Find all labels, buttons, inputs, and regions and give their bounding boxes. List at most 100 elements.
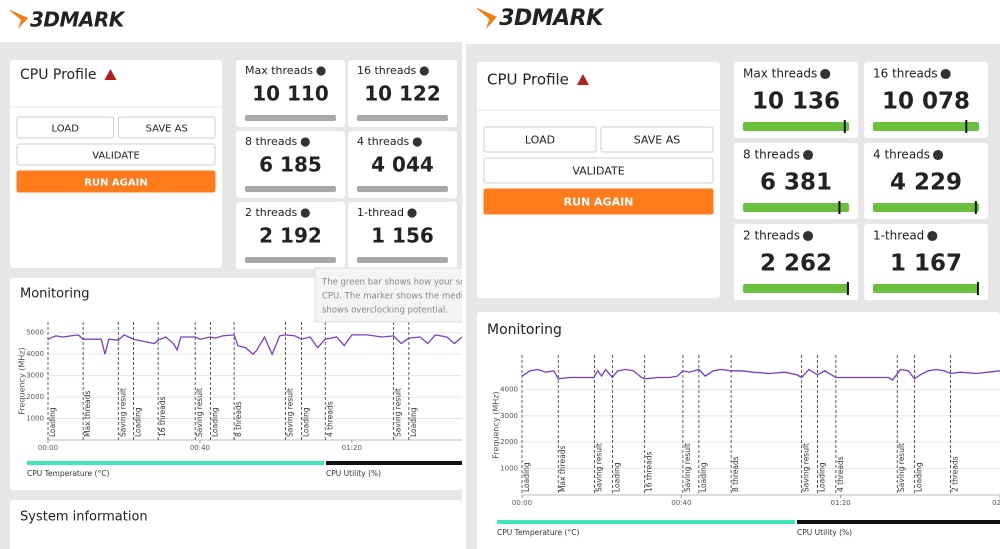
legend-swatch	[27, 461, 324, 465]
info-icon	[820, 68, 831, 80]
button[interactable]	[483, 157, 714, 184]
tooltip	[314, 267, 462, 323]
button-label: LOAD	[52, 124, 80, 135]
phase-label: Loading	[914, 462, 923, 492]
score-label: 16 threads	[873, 67, 938, 81]
score-tile	[864, 62, 988, 138]
phase-label: 16 threads	[645, 451, 654, 492]
legend-swatch	[326, 461, 462, 465]
score-value: 6 185	[259, 153, 322, 177]
x-tick-label: 00:00	[512, 499, 532, 507]
score-value: 2 262	[760, 251, 832, 277]
x-tick-label: 02:0	[992, 499, 1000, 507]
header-bar	[0, 0, 462, 42]
info-icon	[300, 137, 310, 147]
phase-label: 8 threads	[234, 401, 243, 437]
phase-label: Max threads	[558, 446, 567, 492]
y-tick-label: 2000	[500, 438, 518, 446]
button-label: RUN AGAIN	[84, 178, 147, 189]
info-icon	[940, 68, 951, 80]
button-label: SAVE AS	[634, 134, 681, 147]
frequency-line	[47, 334, 462, 356]
button-label: VALIDATE	[572, 165, 624, 178]
phase-label: 8 threads	[731, 456, 740, 492]
legend-label: CPU Utility (%)	[326, 469, 381, 478]
score-label: 1-thread	[357, 206, 404, 219]
y-tick-label: 4000	[26, 350, 44, 358]
score-bar	[743, 122, 849, 131]
score-value: 6 381	[760, 170, 832, 196]
button[interactable]	[600, 126, 714, 153]
frequency-line	[521, 368, 1000, 381]
info-icon	[300, 208, 310, 218]
info-icon	[407, 208, 417, 218]
y-tick-label: 3000	[500, 412, 518, 420]
button[interactable]	[118, 116, 216, 139]
x-tick-label: 00:40	[671, 499, 691, 507]
score-bar	[357, 257, 448, 263]
phase-label: Loading	[522, 462, 531, 492]
button[interactable]	[16, 116, 114, 139]
score-label: 8 threads	[245, 135, 298, 148]
warning-icon	[576, 74, 589, 85]
profile-title: CPU Profile	[20, 67, 96, 83]
logo-icon	[10, 9, 28, 29]
info-icon	[803, 149, 814, 161]
score-value: 2 192	[259, 224, 322, 248]
profile-title: CPU Profile	[487, 71, 569, 89]
run-again-button[interactable]	[483, 188, 714, 215]
phase-label: Loading	[302, 407, 311, 437]
run-again-button[interactable]	[16, 170, 216, 193]
x-tick-label: 00:00	[38, 444, 58, 452]
button[interactable]	[16, 143, 216, 166]
tooltip-text: CPU. The marker shows the median	[322, 292, 474, 302]
score-bar	[245, 115, 336, 121]
phase-label: Loading	[818, 462, 827, 492]
score-tile	[734, 224, 858, 300]
score-value: 4 044	[371, 153, 434, 177]
panel: 3DMARK CPU Profile LOAD SAVE AS VALIDATE RUN …	[10, 8, 474, 549]
system-card	[10, 500, 462, 549]
legend-label: CPU Temperature (°C)	[27, 469, 109, 478]
logo-icon	[477, 7, 497, 29]
score-label: 2 threads	[743, 229, 800, 243]
phase-label: Saving result	[897, 443, 906, 492]
score-bar	[873, 203, 979, 212]
score-tile	[734, 143, 858, 219]
legend-swatch	[797, 520, 1000, 524]
score-value: 1 156	[371, 224, 434, 248]
legend-swatch	[497, 520, 795, 524]
y-axis-label: Frequency (MHz)	[18, 347, 27, 414]
phase-label: 16 threads	[158, 396, 167, 437]
logo: 3DMARK	[499, 6, 605, 31]
phase-label: Loading	[699, 462, 708, 492]
score-bar	[245, 186, 336, 192]
button[interactable]	[483, 126, 597, 153]
score-tile	[348, 202, 457, 269]
phase-label: Loading	[133, 407, 142, 437]
info-icon	[316, 66, 326, 76]
y-tick-label: 2000	[26, 393, 44, 401]
score-bar	[357, 186, 448, 192]
y-axis-label: Frequency (MHz)	[492, 391, 501, 458]
score-value: 10 110	[252, 82, 329, 106]
score-tile	[348, 60, 457, 127]
info-icon	[927, 230, 938, 242]
tooltip-text: shows overclocking potential.	[322, 306, 448, 316]
phase-label: Loading	[612, 462, 621, 492]
score-label: 4 threads	[357, 135, 410, 148]
panel: 3DMARK CPU Profile LOAD SAVE AS VALIDATE RUN …	[477, 6, 1000, 549]
divider	[462, 0, 466, 549]
monitoring-title: Monitoring	[487, 322, 562, 338]
y-tick-label: 4000	[500, 385, 518, 393]
score-label: 16 threads	[357, 64, 417, 77]
y-tick-label: 5000	[26, 329, 44, 337]
score-bar	[357, 115, 448, 121]
score-value: 10 122	[364, 82, 441, 106]
phase-label: Loading	[409, 407, 418, 437]
button-label: RUN AGAIN	[564, 196, 634, 209]
score-label: 8 threads	[743, 148, 800, 162]
score-tile	[236, 131, 345, 198]
score-bar	[873, 122, 979, 131]
